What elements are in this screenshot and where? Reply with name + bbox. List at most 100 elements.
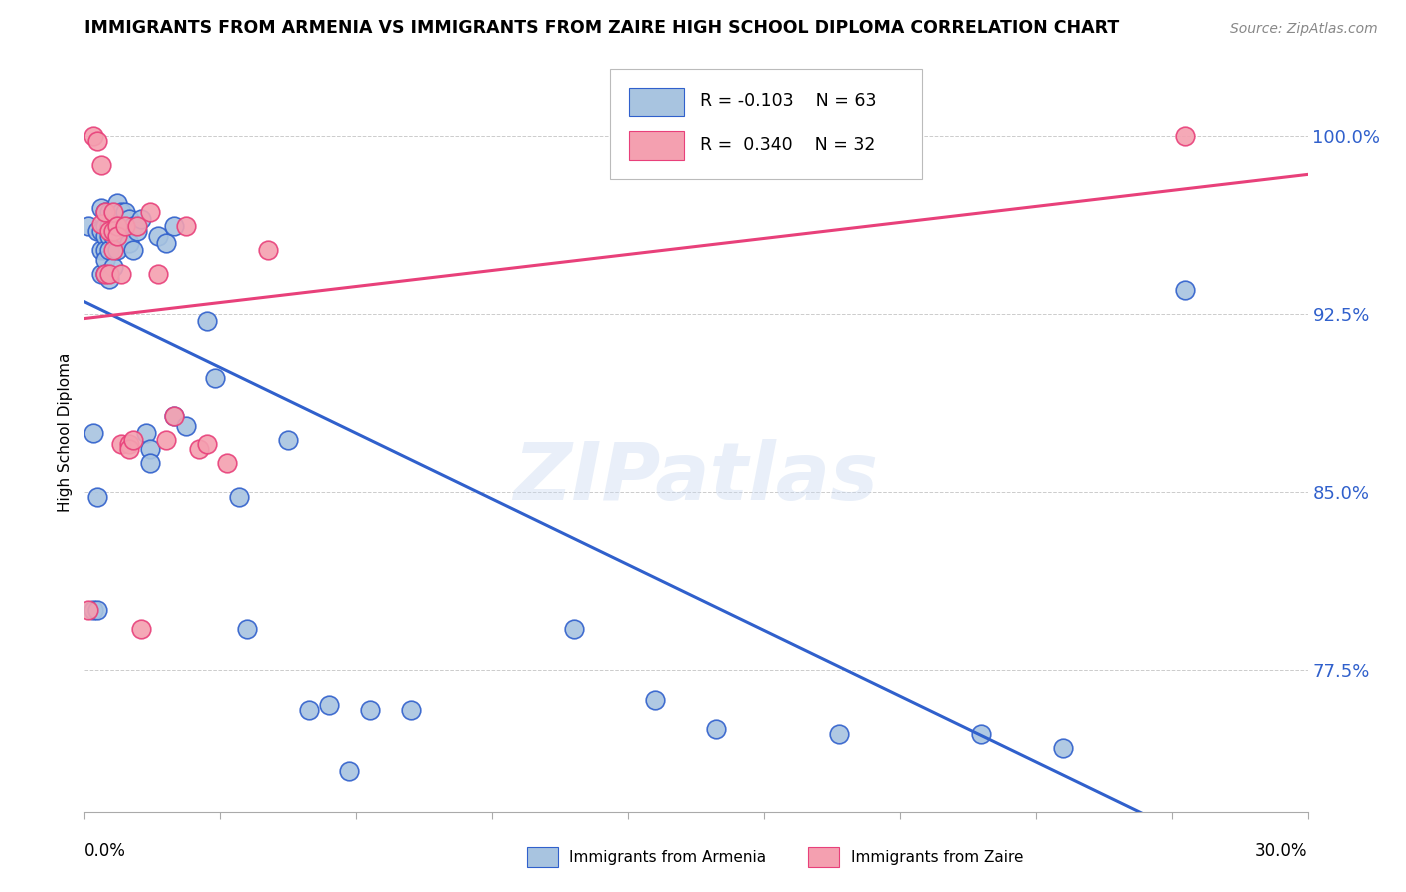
Point (97, 224, 120, 238)
Point (131, 212, 153, 227)
Point (86, 224, 108, 238)
Point (155, 433, 177, 447)
Point (828, 726, 851, 740)
Point (90, 217, 112, 231)
Point (97, 267, 120, 281)
Text: 0.0%: 0.0% (84, 842, 127, 860)
Point (970, 726, 993, 740)
Point (105, 243, 128, 257)
Point (93, 267, 115, 281)
Point (127, 219, 149, 234)
Point (138, 457, 160, 471)
Point (90, 224, 112, 238)
Point (77, 603, 100, 617)
Point (204, 371, 226, 385)
Point (174, 418, 197, 433)
FancyBboxPatch shape (628, 131, 683, 160)
Point (93, 267, 115, 281)
Point (122, 243, 145, 257)
Point (174, 219, 197, 234)
Point (1174, 129, 1197, 144)
Point (339, 764, 361, 779)
Point (86, 134, 108, 148)
Point (82, 603, 104, 617)
Point (93, 229, 115, 244)
Point (298, 703, 321, 717)
Point (118, 212, 141, 227)
Point (1174, 284, 1197, 298)
Point (1052, 740, 1074, 755)
FancyBboxPatch shape (628, 87, 683, 117)
Point (277, 433, 299, 447)
Point (217, 457, 239, 471)
Point (163, 409, 186, 423)
Point (93, 219, 115, 234)
Point (90, 267, 112, 281)
Point (110, 229, 132, 244)
Point (257, 243, 280, 257)
Point (101, 205, 124, 219)
Point (195, 314, 218, 328)
Point (131, 622, 153, 636)
Point (118, 442, 141, 457)
Point (86, 603, 108, 617)
Point (163, 219, 186, 234)
Point (82, 129, 104, 144)
Point (105, 195, 128, 210)
Point (228, 490, 250, 504)
Point (93, 205, 115, 219)
Point (127, 224, 149, 238)
Point (77, 219, 100, 234)
Point (122, 219, 145, 234)
Point (90, 158, 112, 172)
Point (105, 219, 128, 234)
Text: IMMIGRANTS FROM ARMENIA VS IMMIGRANTS FROM ZAIRE HIGH SCHOOL DIPLOMA CORRELATION: IMMIGRANTS FROM ARMENIA VS IMMIGRANTS FR… (84, 19, 1119, 37)
Point (359, 703, 381, 717)
Point (97, 243, 120, 257)
Point (90, 201, 112, 215)
Point (118, 437, 141, 451)
Point (110, 437, 132, 451)
Point (105, 219, 128, 234)
Point (101, 205, 124, 219)
Point (114, 219, 136, 234)
Point (110, 205, 132, 219)
Point (97, 271, 120, 285)
Point (138, 442, 160, 457)
Point (101, 243, 124, 257)
Point (101, 229, 124, 244)
Point (97, 219, 120, 234)
Point (644, 693, 666, 707)
Point (138, 205, 160, 219)
Point (146, 229, 169, 244)
Point (93, 205, 115, 219)
FancyBboxPatch shape (610, 69, 922, 178)
Point (110, 267, 132, 281)
Point (236, 622, 259, 636)
Point (105, 229, 128, 244)
Point (118, 236, 141, 251)
Point (93, 243, 115, 257)
Point (97, 229, 120, 244)
Point (135, 425, 157, 440)
Text: ZIPatlas: ZIPatlas (513, 439, 879, 517)
Point (101, 260, 124, 274)
Text: Immigrants from Zaire: Immigrants from Zaire (851, 850, 1024, 864)
Text: R =  0.340    N = 32: R = 0.340 N = 32 (700, 136, 875, 153)
Point (97, 205, 120, 219)
Point (114, 205, 136, 219)
Point (318, 698, 340, 712)
Text: 30.0%: 30.0% (1256, 842, 1308, 860)
Point (101, 224, 124, 238)
Point (562, 622, 585, 636)
Point (187, 442, 209, 457)
Point (90, 243, 112, 257)
Point (101, 219, 124, 234)
Point (146, 267, 169, 281)
Text: Source: ZipAtlas.com: Source: ZipAtlas.com (1230, 22, 1378, 37)
Point (93, 252, 115, 267)
Point (399, 703, 422, 717)
Point (163, 409, 186, 423)
Text: Immigrants from Armenia: Immigrants from Armenia (569, 850, 766, 864)
Point (114, 229, 136, 244)
